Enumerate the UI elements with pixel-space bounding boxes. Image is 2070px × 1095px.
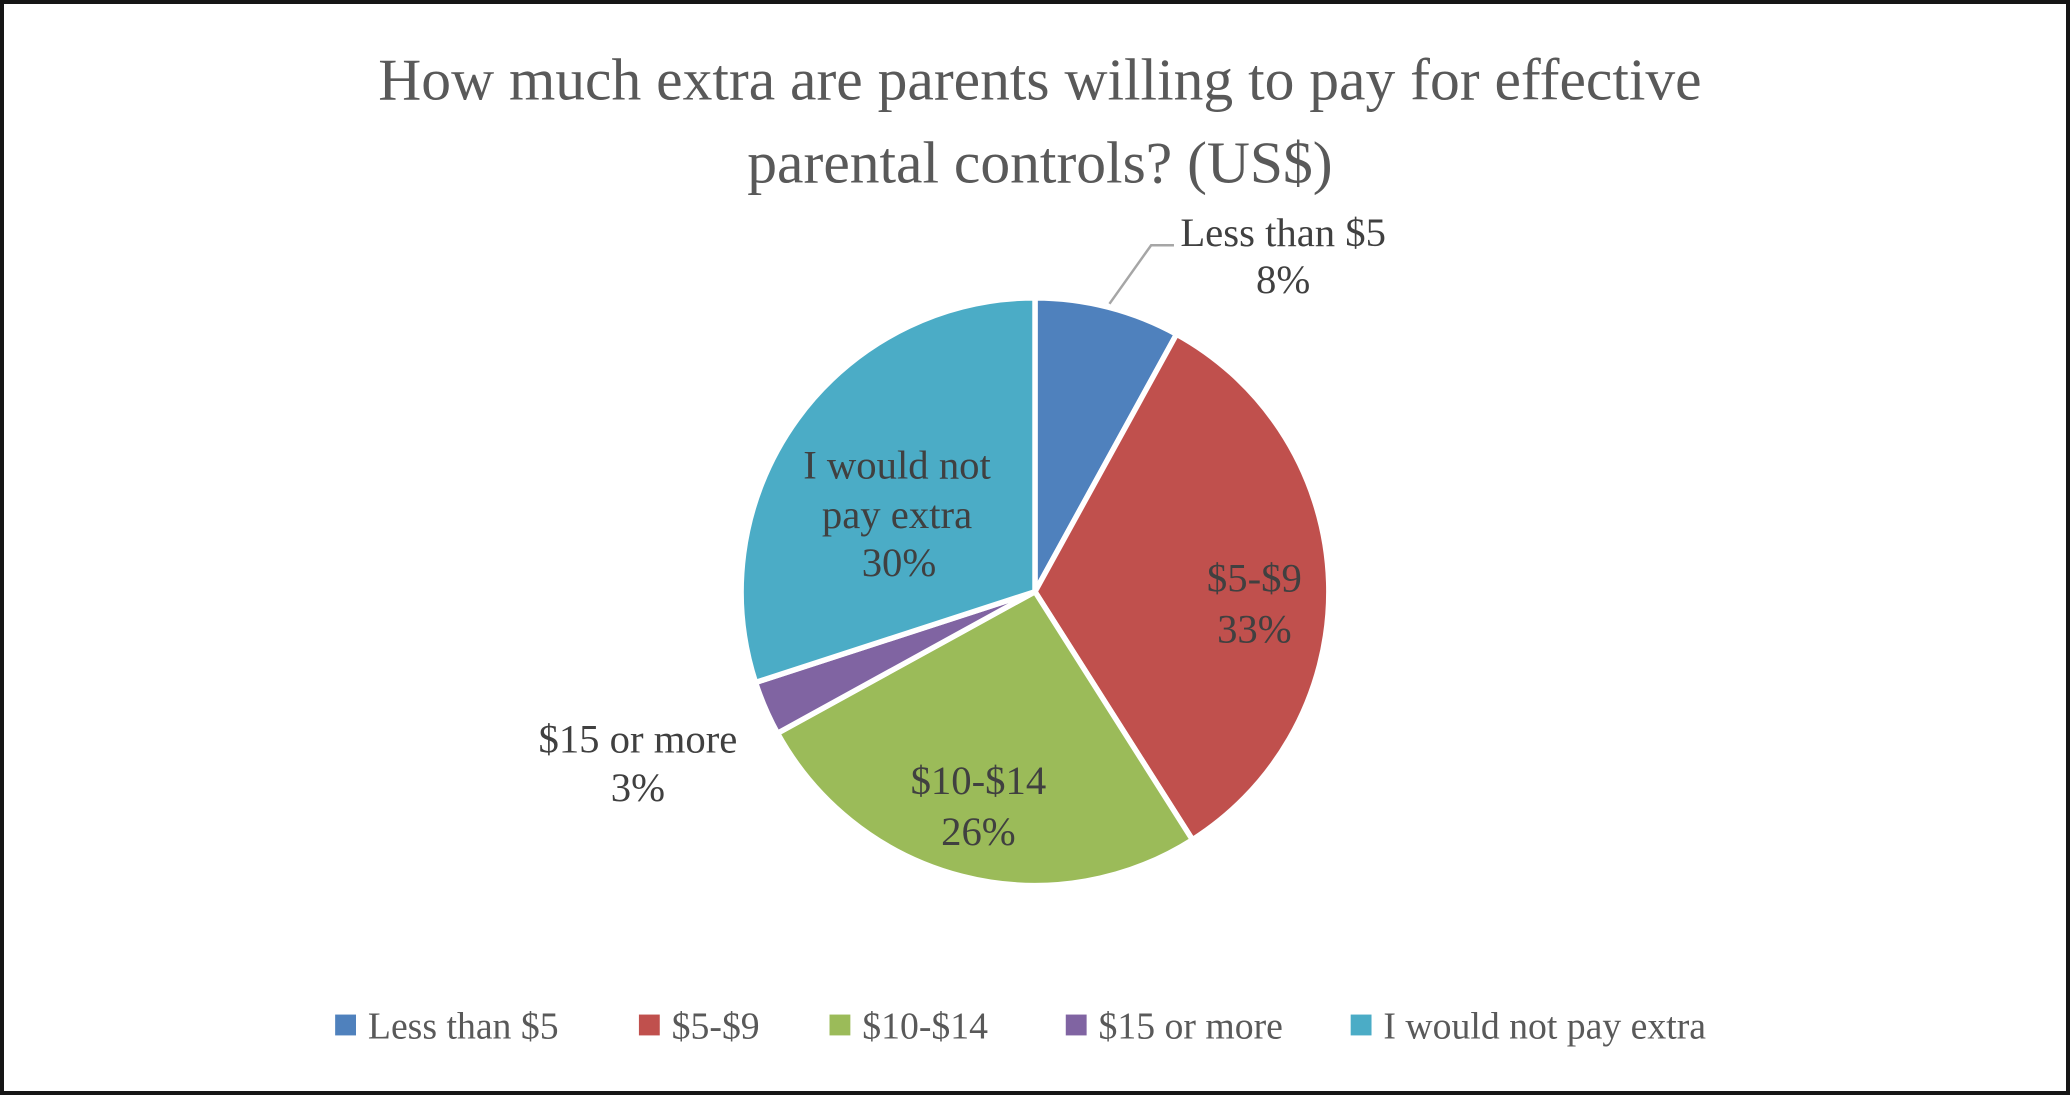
slice-label-5-9-line-2: 33% [1217,606,1292,651]
pie-slice-less-than-5 [1032,295,1180,595]
legend-label-10-14: $10-$14 [862,1005,988,1047]
legend-group: Less than $5 $5-$9 $10-$14 $15 or more I wou… [335,1005,1706,1047]
slice-label-i-would-not-pay-extra-line-1: I would not [803,443,991,488]
slice-label-5-9-line-1: $5-$9 [1207,556,1302,601]
slice-label-10-14-line-1: $10-$14 [911,758,1047,803]
slice-label-15-or-more-line-2: 3% [611,765,665,810]
slice-label-10-14-line-2: 26% [941,809,1016,854]
legend-swatch-5-9 [638,1014,660,1036]
legend-label-15-or-more: $15 or more [1099,1005,1283,1047]
legend-swatch-15-or-more [1065,1014,1087,1036]
legend-label-i-would-not-pay-extra: I would not pay extra [1383,1005,1706,1047]
slice-label-i-would-not-pay-extra-line-3: 30% [862,540,937,585]
slice-label-i-would-not-pay-extra-line-2: pay extra [822,492,972,537]
slice-labels-group: Less than $58% $5-$9 33% $10-$14 26% $15 or m… [538,210,1386,854]
chart-title-line-2: parental controls? (US$) [747,130,1332,196]
legend-item-15-or-more: $15 or more [1065,1005,1283,1047]
legend-item-less-than-5: Less than $5 [335,1005,559,1047]
pie-slice-i-would-not-pay-extra [738,295,1038,686]
pie-chart-svg: How much extra are parents willing to pa… [335,46,1706,1047]
legend-item-10-14: $10-$14 [829,1005,988,1047]
legend-label-less-than-5: Less than $5 [368,1005,559,1047]
legend-swatch-i-would-not-pay-extra [1350,1014,1372,1036]
legend-label-5-9: $5-$9 [672,1005,760,1047]
legend-swatch-less-than-5 [335,1014,356,1036]
slice-label-less-than-5-line-2: 8% [1256,257,1310,302]
leader-lines-group [1108,243,1174,305]
slice-label-15-or-more-line-1: $15 or more [538,716,737,761]
legend-item-5-9: $5-$9 [638,1005,760,1047]
legend-swatch-10-14 [829,1014,851,1036]
pie-slices-group [738,295,1332,889]
pie-slice-10-14 [774,588,1196,889]
slice-label-less-than-5-line-1: Less than $5 [1180,210,1386,255]
pie-slice-5-9 [1032,331,1332,843]
chart-title-line-1: How much extra are parents willing to pa… [378,46,1701,112]
legend-item-i-would-not-pay-extra: I would not pay extra [1350,1005,1706,1047]
leader-line-less-than-5 [1108,243,1174,305]
